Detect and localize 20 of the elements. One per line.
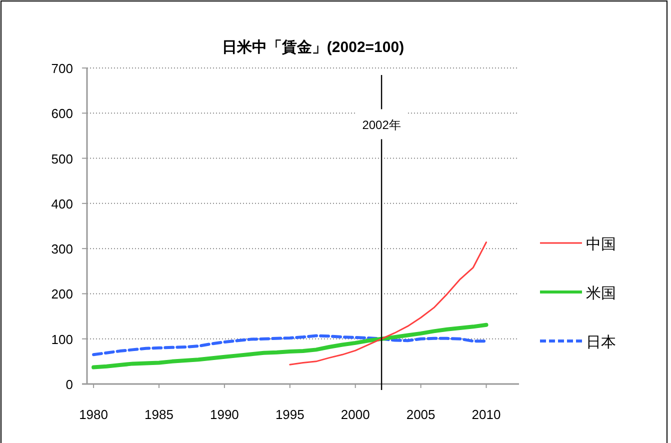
x-tick-label: 1985 (144, 407, 174, 422)
y-tick-label: 700 (51, 61, 73, 76)
chart-title: 日米中「賃金」(2002=100) (222, 39, 404, 56)
x-tick-label: 2010 (472, 407, 501, 422)
x-tick-label: 1995 (275, 407, 304, 422)
y-tick-label: 600 (51, 106, 73, 122)
legend-label: 米国 (586, 285, 616, 302)
y-tick-label: 0 (66, 377, 73, 392)
y-tick-label: 400 (51, 196, 73, 212)
legend-label: 日本 (586, 334, 616, 351)
x-tick-label: 2000 (340, 407, 370, 422)
y-tick-label: 500 (51, 151, 73, 166)
x-tick-label: 1980 (79, 407, 108, 422)
y-tick-label: 100 (51, 332, 73, 347)
y-tick-label: 300 (51, 242, 73, 257)
ref-line-label: 2002年 (362, 118, 401, 132)
legend-label: 中国 (586, 236, 616, 253)
x-tick-label: 1990 (210, 407, 239, 422)
x-tick-label: 2005 (406, 407, 436, 422)
y-tick-label: 200 (51, 286, 73, 302)
